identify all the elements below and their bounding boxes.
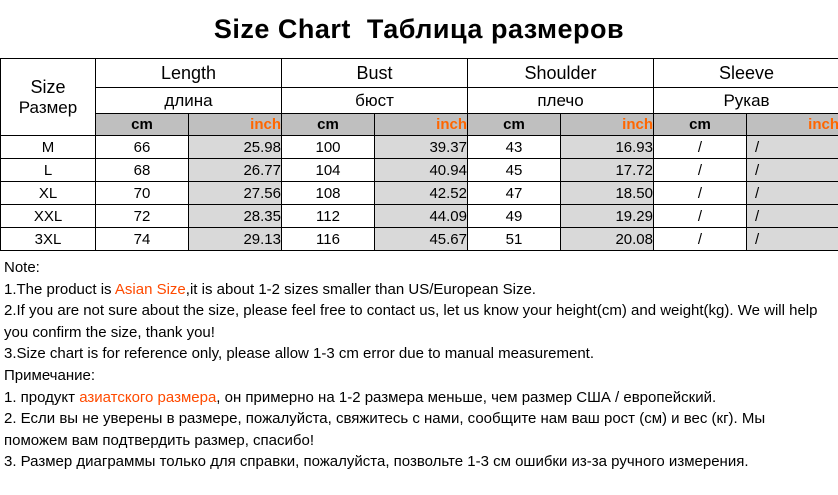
sleeve-header-en: Sleeve <box>652 58 838 88</box>
asian-size-highlight: Asian Size <box>114 280 186 298</box>
table-row-xxl: XXL 72 28.35 112 44.09 49 19.29 / / <box>0 204 838 228</box>
length-cm-cell: 66 <box>95 135 189 159</box>
note-en-3: 3.Size chart is for reference only, plea… <box>4 345 594 363</box>
length-cm-cell: 72 <box>95 204 189 228</box>
bust-inch-unit: inch <box>374 113 468 136</box>
bust-inch-cell: 44.09 <box>374 204 468 228</box>
bust-cm-cell: 104 <box>281 158 375 182</box>
length-inch-cell: 26.77 <box>188 158 282 182</box>
shoulder-inch-unit: inch <box>560 113 654 136</box>
sleeve-cm-cell: / <box>653 227 747 251</box>
page-title: Size Chart Таблица размеров <box>213 13 625 44</box>
size-chart-table: Size Размер Length Bust Shoulder Sleeve … <box>0 58 838 251</box>
length-inch-unit: inch <box>188 113 282 136</box>
length-header-en: Length <box>95 58 282 88</box>
shoulder-cm-cell: 45 <box>467 158 561 182</box>
sleeve-cm-cell: / <box>653 204 747 228</box>
shoulder-header-en: Shoulder <box>467 58 654 88</box>
length-cm-cell: 68 <box>95 158 189 182</box>
bust-cm-cell: 100 <box>281 135 375 159</box>
table-row-3xl: 3XL 74 29.13 116 45.67 51 20.08 / / <box>0 227 838 251</box>
size-header-cell: Size Размер <box>0 58 96 136</box>
size-cell: XXL <box>0 204 96 228</box>
size-cell: L <box>0 158 96 182</box>
shoulder-header-ru: плечо <box>467 87 654 114</box>
shoulder-cm-unit: cm <box>467 113 561 136</box>
length-inch-cell: 25.98 <box>188 135 282 159</box>
shoulder-cm-cell: 51 <box>467 227 561 251</box>
sleeve-header-ru: Рукав <box>652 87 838 114</box>
sleeve-cm-unit: cm <box>653 113 747 136</box>
bust-cm-unit: cm <box>281 113 375 136</box>
size-header-ru: Размер <box>18 97 78 117</box>
bust-header-ru: бюст <box>281 87 468 114</box>
shoulder-inch-cell: 17.72 <box>560 158 654 182</box>
note-ru-1: 1. продукт азиатского размера, он пример… <box>4 388 717 406</box>
table-row-l: L 68 26.77 104 40.94 45 17.72 / / <box>0 158 838 182</box>
length-inch-cell: 27.56 <box>188 181 282 205</box>
size-cell: M <box>0 135 96 159</box>
size-cell: XL <box>0 181 96 205</box>
size-cell: 3XL <box>0 227 96 251</box>
shoulder-inch-cell: 18.50 <box>560 181 654 205</box>
shoulder-cm-cell: 47 <box>467 181 561 205</box>
note-ru-2: 2. Если вы не уверены в размере, пожалуй… <box>4 410 766 449</box>
notes-section: Note: 1.The product is Asian Size,it is … <box>0 251 838 473</box>
table-row-xl: XL 70 27.56 108 42.52 47 18.50 / / <box>0 181 838 205</box>
header-row-en: Size Размер Length Bust Shoulder Sleeve <box>0 58 838 136</box>
bust-cm-cell: 116 <box>281 227 375 251</box>
header-row-ru: длина бюст плечо Рукав <box>1 87 838 114</box>
bust-inch-cell: 45.67 <box>374 227 468 251</box>
note-en-2: 2.If you are not sure about the size, pl… <box>4 302 818 341</box>
sleeve-cm-cell: / <box>653 135 747 159</box>
bust-cm-cell: 108 <box>281 181 375 205</box>
sleeve-inch-cell: / <box>745 135 838 159</box>
sleeve-inch-cell: / <box>745 181 838 205</box>
size-header-en: Size <box>30 76 66 97</box>
shoulder-inch-cell: 20.08 <box>560 227 654 251</box>
note-en-1: 1.The product is Asian Size,it is about … <box>4 280 536 298</box>
table-row-m: M 66 25.98 100 39.37 43 16.93 / / <box>0 135 838 159</box>
length-cm-cell: 70 <box>95 181 189 205</box>
bust-inch-cell: 40.94 <box>374 158 468 182</box>
bust-cm-cell: 112 <box>281 204 375 228</box>
note-ru-label: Примечание: <box>4 366 95 384</box>
length-inch-cell: 29.13 <box>188 227 282 251</box>
shoulder-inch-cell: 16.93 <box>560 135 654 159</box>
sleeve-inch-unit: inch <box>745 113 838 136</box>
length-cm-unit: cm <box>95 113 189 136</box>
sleeve-cm-cell: / <box>653 158 747 182</box>
note-en-label: Note: <box>4 259 40 276</box>
sleeve-inch-cell: / <box>745 158 838 182</box>
bust-inch-cell: 39.37 <box>374 135 468 159</box>
length-inch-cell: 28.35 <box>188 204 282 228</box>
shoulder-cm-cell: 49 <box>467 204 561 228</box>
bust-header-en: Bust <box>281 58 468 88</box>
bust-inch-cell: 42.52 <box>374 181 468 205</box>
length-cm-cell: 74 <box>95 227 189 251</box>
sleeve-cm-cell: / <box>653 181 747 205</box>
length-header-ru: длина <box>95 87 282 114</box>
sleeve-inch-cell: / <box>745 227 838 251</box>
unit-row: cm inch cm inch cm inch cm inch <box>1 113 838 136</box>
sleeve-inch-cell: / <box>745 204 838 228</box>
note-ru-3: 3. Размер диаграммы только для справки, … <box>4 453 749 471</box>
shoulder-inch-cell: 19.29 <box>560 204 654 228</box>
shoulder-cm-cell: 43 <box>467 135 561 159</box>
asian-size-highlight-ru: азиатского размера <box>79 388 217 406</box>
